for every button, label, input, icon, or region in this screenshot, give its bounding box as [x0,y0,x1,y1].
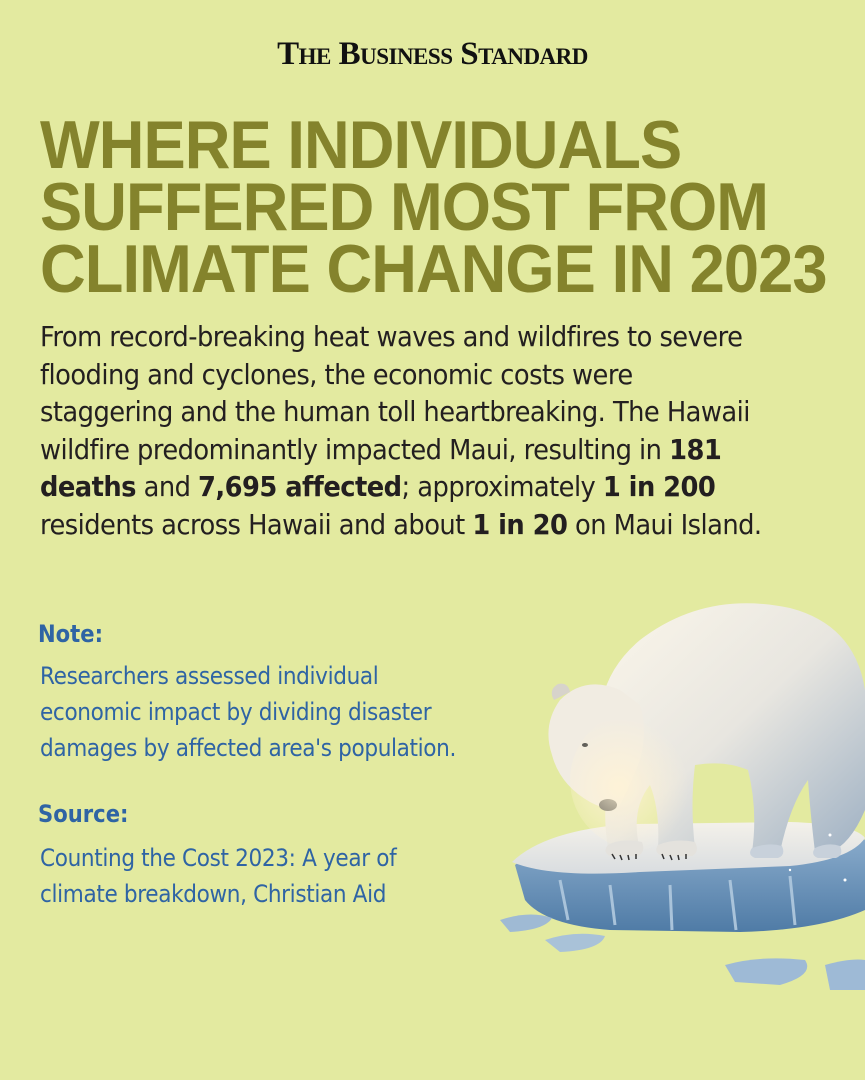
headline-line-1: WHERE INDIVIDUALS [40,107,682,183]
headline-line-2: SUFFERED MOST FROM [40,169,769,245]
polar-bear [548,603,865,861]
source-text: Counting the Cost 2023: A year of climat… [40,840,508,912]
deaths-figure: 181 deaths [40,432,722,504]
ice-piece [500,914,552,932]
intro-text-1: From record-breaking heat waves and wild… [40,320,750,466]
intro-paragraph: From record-breaking heat waves and wild… [40,318,767,543]
note-line-1: Researchers assessed individual [40,662,379,690]
source-line-1: Counting the Cost 2023: A year of [40,844,397,872]
note-text: Researchers assessed individual economic… [40,658,508,766]
headline: WHERE INDIVIDUALS SUFFERED MOST FROM CLI… [40,107,827,307]
hawaii-ratio: 1 in 200 [602,470,716,503]
note-line-3: damages by affected area's population. [40,734,457,762]
maui-ratio: 1 in 20 [472,507,568,541]
brand-name: The Business Standard [277,36,588,72]
note-label: Note: [38,620,104,648]
note-line-2: economic impact by dividing disaster [40,698,432,726]
intro-text-3: ; approximately [401,470,603,503]
intro-text-4: residents across Hawaii and about [40,507,473,541]
brand-logo: The Business Standard [0,36,865,73]
ice-piece [725,958,808,985]
intro-text-5: on Maui Island. [567,507,762,541]
ice-piece [545,933,605,952]
polar-bear-illustration [500,603,865,990]
source-line-2: climate breakdown, Christian Aid [40,880,387,908]
affected-figure: 7,695 affected [198,470,402,503]
headline-line-3: CLIMATE CHANGE IN 2023 [40,231,827,307]
ice-piece [825,959,865,990]
source-label: Source: [38,800,129,828]
intro-text-2: and [135,470,199,503]
